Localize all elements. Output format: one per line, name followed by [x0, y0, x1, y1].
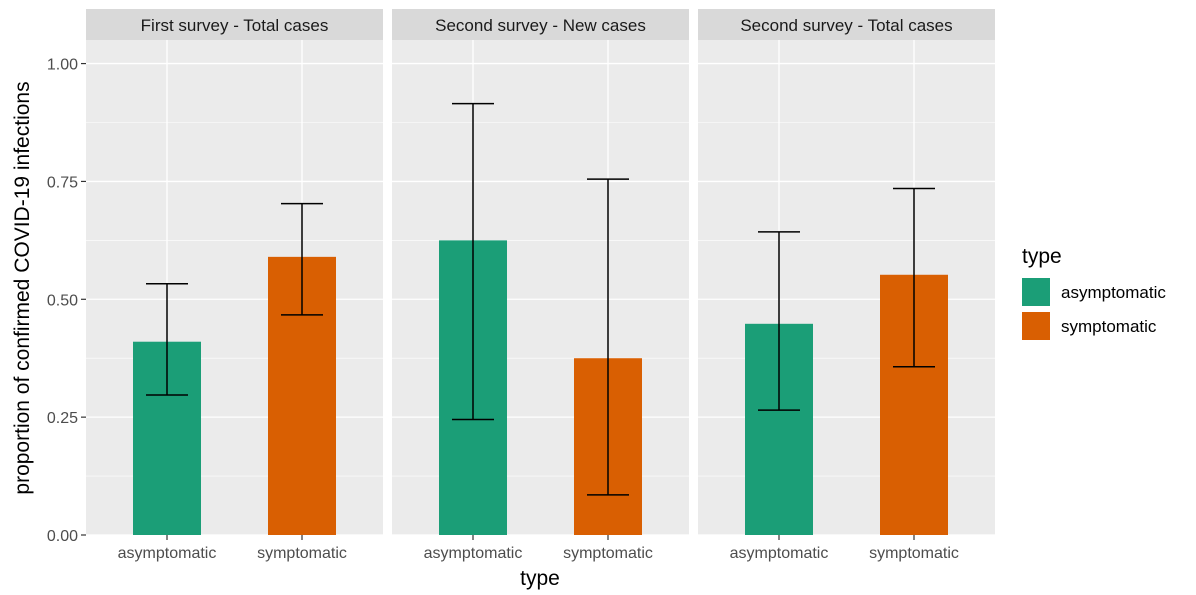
- legend: type asymptomatic symptomatic: [1022, 245, 1166, 340]
- x-tick-label: symptomatic: [563, 545, 653, 562]
- x-tick-label: asymptomatic: [730, 545, 829, 562]
- facet-strip: [86, 9, 383, 40]
- y-axis: 0.00 0.25 0.50 0.75 1.00: [47, 57, 86, 545]
- y-tick-label: 1.00: [47, 57, 78, 74]
- facet-panel: Second survey - Total cases asymptomatic s…: [698, 9, 995, 562]
- y-tick-label: 0.25: [47, 410, 78, 427]
- facet-title: First survey - Total cases: [141, 16, 329, 35]
- facet-title: Second survey - Total cases: [740, 16, 952, 35]
- y-tick-label: 0.75: [47, 174, 78, 191]
- facet-panels: First survey - Total cases asymptomatic sy…: [86, 9, 995, 562]
- panel-background: [86, 40, 383, 535]
- facet-strip: [698, 9, 995, 40]
- x-tick-label: symptomatic: [869, 545, 959, 562]
- y-axis-title: proportion of confirmed COVID-19 infecti…: [11, 81, 34, 494]
- legend-label-asymptomatic: asymptomatic: [1061, 283, 1166, 302]
- legend-key-asymptomatic: [1022, 278, 1050, 306]
- x-axis-title: type: [520, 567, 560, 590]
- legend-label-symptomatic: symptomatic: [1061, 317, 1157, 336]
- facet-panel: First survey - Total cases asymptomatic sy…: [86, 9, 383, 562]
- facet-title: Second survey - New cases: [435, 16, 646, 35]
- x-tick-label: asymptomatic: [118, 545, 217, 562]
- facet-panel: Second survey - New cases asymptomatic sym…: [392, 9, 689, 562]
- facet-strip: [392, 9, 689, 40]
- y-tick-label: 0.00: [47, 528, 78, 545]
- legend-keys: asymptomatic symptomatic: [1022, 278, 1166, 340]
- x-tick-label: asymptomatic: [424, 545, 523, 562]
- x-tick-label: symptomatic: [257, 545, 347, 562]
- panel-background: [392, 40, 689, 535]
- legend-key-symptomatic: [1022, 312, 1050, 340]
- legend-title: type: [1022, 245, 1062, 268]
- panel-background: [698, 40, 995, 535]
- y-tick-label: 0.50: [47, 292, 78, 309]
